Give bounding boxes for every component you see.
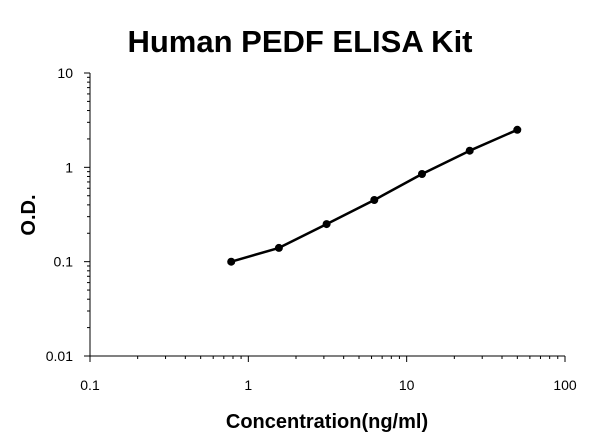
y-tick-label: 1	[65, 159, 73, 175]
x-tick-label: 1	[244, 377, 252, 393]
x-axis-title: Concentration(ng/ml)	[226, 411, 428, 433]
x-tick-label: 0.1	[80, 377, 100, 393]
data-point	[418, 170, 426, 178]
axes: 0.1 1 10 100 0.01 0.1 1 10	[46, 65, 577, 393]
y-tick-label: 0.1	[54, 254, 74, 270]
y-tick-label: 10	[57, 65, 73, 81]
data-point	[370, 196, 379, 204]
data-point	[465, 146, 474, 155]
x-tick-label: 100	[553, 377, 577, 393]
chart-title: Human PEDF ELISA Kit	[127, 24, 472, 59]
x-tick-label: 10	[399, 377, 415, 393]
standard-curve-line	[229, 128, 519, 263]
data-point	[227, 257, 236, 266]
data-point	[513, 125, 522, 134]
data-point	[322, 220, 331, 229]
data-series	[227, 125, 522, 266]
y-axis-title: O.D.	[18, 194, 40, 235]
data-point	[274, 243, 283, 252]
y-tick-label: 0.01	[46, 348, 73, 364]
